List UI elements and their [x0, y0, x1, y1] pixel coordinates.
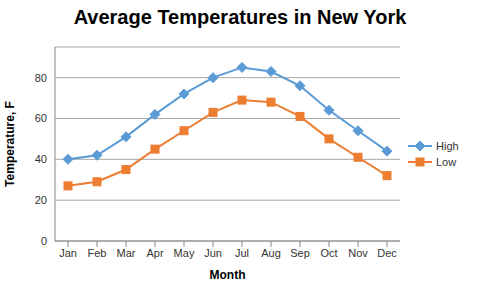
svg-text:20: 20	[35, 194, 47, 206]
html-text:High: High	[436, 140, 459, 152]
svg-text:Aug: Aug	[261, 247, 281, 259]
html-text:Average Temperatures in New Yo: Average Temperatures in New York	[73, 6, 407, 28]
svg-text:May: May	[174, 247, 195, 259]
svg-text:80: 80	[35, 72, 47, 84]
svg-text:Sep: Sep	[290, 247, 310, 259]
svg-text:Nov: Nov	[348, 247, 368, 259]
svg-text:Mar: Mar	[117, 247, 136, 259]
svg-text:Temperature, F: Temperature, F	[8, 101, 17, 187]
svg-text:Jan: Jan	[59, 247, 77, 259]
svg-text:60: 60	[35, 112, 47, 124]
svg-text:Feb: Feb	[88, 247, 107, 259]
svg-text:0: 0	[41, 235, 47, 247]
html-text:Low: Low	[436, 156, 457, 168]
svg-text:Oct: Oct	[320, 247, 337, 259]
svg-text:40: 40	[35, 153, 47, 165]
svg-text:Jun: Jun	[204, 247, 222, 259]
svg-text:Jul: Jul	[235, 247, 249, 259]
svg-text:Apr: Apr	[146, 247, 163, 259]
svg-text:Dec: Dec	[377, 247, 397, 259]
svg-text:Month: Month	[210, 268, 246, 282]
